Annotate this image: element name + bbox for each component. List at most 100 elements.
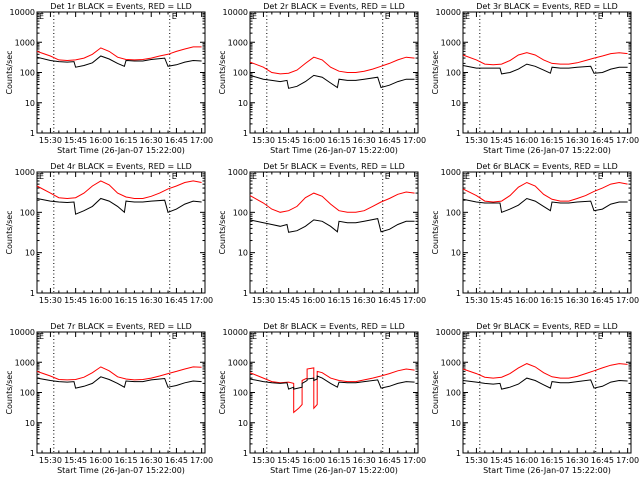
y-tick-label: 10 [238,419,248,428]
y-tick-label: 100 [20,208,35,217]
x-tick-label: 16:00 [302,456,325,465]
y-tick-label: 10 [451,419,461,428]
x-axis-label: Start Time (26-Jan-07 15:22:00) [483,146,611,155]
x-tick-label: 16:45 [165,296,188,305]
x-tick-label: 17:00 [190,296,213,305]
corner-label: E [598,172,603,181]
corner-label: E [465,12,470,21]
y-tick-label: 1 [456,289,461,298]
y-tick-label: 1000 [441,38,461,47]
series-line-lld [462,363,628,379]
chart-title: Det 9r BLACK = Events, RED = LLD [476,322,618,331]
y-tick-label: 1 [243,289,248,298]
y-tick-label: 1000 [15,358,35,367]
chart-panel-3: Det 3r BLACK = Events, RED = LLD 1 10 100 10… [431,2,639,155]
x-tick-label: 16:15 [328,456,351,465]
x-axis-label: Start Time (26-Jan-07 15:22:00) [57,146,185,155]
y-tick-label: 1 [243,449,248,458]
x-tick-label: 17:00 [403,456,426,465]
x-tick-label: 15:30 [465,456,488,465]
y-tick-label: 100 [446,208,461,217]
y-axis-label: Counts/sec [5,50,14,94]
x-axis-label: Start Time (26-Jan-07 15:22:00) [270,466,398,475]
corner-label: E [172,172,177,181]
y-axis-label: Counts/sec [218,370,227,414]
y-tick-label: 1000 [228,358,248,367]
y-tick-label: 100 [446,69,461,78]
chart-panel-6: Det 6r BLACK = Events, RED = LLD 1 10 100 10… [431,162,639,305]
x-tick-label: 16:00 [89,456,112,465]
chart-title: Det 4r BLACK = Events, RED = LLD [50,162,192,171]
chart-panel-4: Det 4r BLACK = Events, RED = LLD 1 10 100 10… [5,162,213,305]
x-tick-label: 15:30 [252,136,275,145]
series-line-events [462,377,628,390]
chart-panel-9: Det 9r BLACK = Events, RED = LLD 1 10 100 10… [431,322,639,475]
y-axis-label: Counts/sec [218,50,227,94]
corner-label: E [252,12,257,21]
x-tick-label: 16:00 [302,136,325,145]
chart-panel-5: Det 5r BLACK = Events, RED = LLD 1 10 100 10… [218,162,426,305]
corner-label: E [385,172,390,181]
y-tick-label: 1000 [441,358,461,367]
y-tick-label: 1000 [228,38,248,47]
y-tick-label: 1 [30,129,35,138]
chart-panel-1: Det 1r BLACK = Events, RED = LLD 1 10 100 10… [5,2,213,155]
x-axis-label: Start Time (26-Jan-07 15:22:00) [483,466,611,475]
x-tick-label: 15:45 [277,136,300,145]
y-tick-label: 100 [446,389,461,398]
y-tick-label: 10000 [223,8,248,17]
series-line-events [249,375,415,390]
x-tick-label: 16:30 [566,296,589,305]
x-tick-label: 15:45 [64,136,87,145]
y-tick-label: 1000 [441,168,461,177]
x-tick-label: 16:00 [89,296,112,305]
x-tick-label: 15:30 [465,296,488,305]
x-tick-label: 16:00 [302,296,325,305]
series-line-events [249,218,415,233]
y-tick-label: 100 [233,208,248,217]
y-tick-label: 1 [243,129,248,138]
corner-label: E [385,12,390,21]
x-tick-label: 15:45 [490,136,513,145]
series-line-lld [462,181,628,203]
x-tick-label: 15:45 [277,296,300,305]
corner-label: E [39,332,44,341]
chart-title: Det 3r BLACK = Events, RED = LLD [476,2,618,11]
y-tick-label: 10000 [10,8,35,17]
x-tick-label: 16:00 [89,136,112,145]
x-tick-label: 16:15 [115,296,138,305]
plot-frame [249,331,419,454]
x-tick-label: 17:00 [190,136,213,145]
y-tick-label: 1000 [15,168,35,177]
chart-title: Det 2r BLACK = Events, RED = LLD [263,2,405,11]
x-tick-label: 16:45 [591,136,614,145]
x-tick-label: 16:30 [353,136,376,145]
corner-label: E [598,12,603,21]
y-tick-label: 1 [456,449,461,458]
y-tick-label: 100 [233,69,248,78]
x-tick-label: 16:30 [353,456,376,465]
x-tick-label: 16:15 [328,136,351,145]
y-tick-label: 10 [238,99,248,108]
y-axis-label: Counts/sec [431,50,440,94]
y-tick-label: 1 [456,129,461,138]
corner-label: E [385,332,390,341]
x-tick-label: 16:45 [378,456,401,465]
series-line-events [36,55,202,68]
corner-label: E [465,332,470,341]
y-tick-label: 1 [30,289,35,298]
x-tick-label: 16:45 [378,136,401,145]
y-tick-label: 10 [25,99,35,108]
y-tick-label: 1000 [228,168,248,177]
y-tick-label: 10 [451,99,461,108]
x-tick-label: 15:30 [252,456,275,465]
chart-title: Det 1r BLACK = Events, RED = LLD [50,2,192,11]
x-tick-label: 16:30 [353,296,376,305]
series-line-lld [36,180,202,200]
y-tick-label: 10 [25,249,35,258]
y-tick-label: 1000 [15,38,35,47]
plot-frame [36,11,206,134]
series-line-lld [249,367,415,414]
x-tick-label: 15:45 [64,456,87,465]
y-axis-label: Counts/sec [431,210,440,254]
